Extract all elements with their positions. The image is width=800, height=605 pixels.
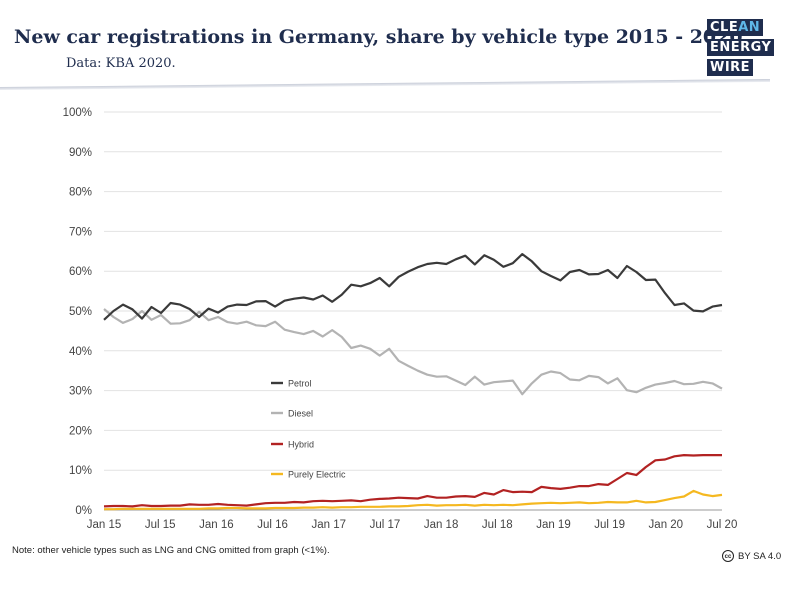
series-line-purely-electric xyxy=(104,489,723,511)
logo-line-2: ENERGY xyxy=(707,39,775,56)
clean-energy-wire-logo[interactable]: CLEAN ENERGY WIRE xyxy=(707,18,775,78)
y-tick-label: 100% xyxy=(63,107,92,119)
y-tick-label: 20% xyxy=(69,425,92,437)
x-tick-label: Jan 15 xyxy=(87,519,122,531)
x-tick-label: Jan 18 xyxy=(424,519,459,531)
y-tick-label: 80% xyxy=(69,187,92,199)
gridlines xyxy=(104,111,722,511)
x-tick-label: Jul 20 xyxy=(707,519,738,531)
x-tick-label: Jan 16 xyxy=(199,519,234,531)
y-tick-label: 30% xyxy=(69,386,92,398)
x-tick-label: Jul 19 xyxy=(594,519,625,531)
y-tick-label: 90% xyxy=(69,147,92,159)
y-tick-label: 0% xyxy=(75,505,92,517)
series-lines xyxy=(103,253,723,511)
y-tick-label: 70% xyxy=(69,226,92,238)
x-tick-label: Jul 17 xyxy=(370,519,401,531)
series-line-petrol xyxy=(103,253,723,321)
footnote: Note: other vehicle types such as LNG an… xyxy=(12,545,330,556)
chart-title: New car registrations in Germany, share … xyxy=(14,26,750,48)
legend-label: Purely Electric xyxy=(288,470,346,480)
y-tick-label: 60% xyxy=(69,266,92,278)
series-line-diesel xyxy=(103,308,723,396)
x-axis-ticks: Jan 15 Jul 15 Jan 16 Jul 16 Jan 17 Jul 17 Jan … xyxy=(87,519,738,531)
y-axis-ticks: 0% 10% 20% 30% 40% 50% 60% 70% 80% 90% 100% xyxy=(63,107,92,517)
x-tick-label: Jan 17 xyxy=(311,519,346,531)
license-badge[interactable]: cc BY SA 4.0 xyxy=(722,550,781,562)
legend-label: Diesel xyxy=(288,409,313,419)
x-tick-label: Jan 19 xyxy=(536,519,571,531)
y-tick-label: 10% xyxy=(69,465,92,477)
logo-line-1: CLEAN xyxy=(707,19,764,36)
chart-subtitle: Data: KBA 2020. xyxy=(66,56,176,71)
x-tick-label: Jul 15 xyxy=(145,519,176,531)
series-line-hybrid xyxy=(103,454,722,508)
x-tick-label: Jan 20 xyxy=(649,519,684,531)
logo-line-3: WIRE xyxy=(707,59,754,76)
legend-label: Petrol xyxy=(288,379,312,389)
x-tick-label: Jul 18 xyxy=(482,519,513,531)
y-tick-label: 40% xyxy=(69,346,92,358)
legend-label: Hybrid xyxy=(288,440,314,450)
legend: Petrol Diesel Hybrid Purely Electric xyxy=(271,379,346,480)
creative-commons-icon: cc xyxy=(722,550,734,562)
x-tick-label: Jul 16 xyxy=(257,519,288,531)
y-tick-label: 50% xyxy=(69,306,92,318)
license-text: BY SA 4.0 xyxy=(738,550,782,562)
